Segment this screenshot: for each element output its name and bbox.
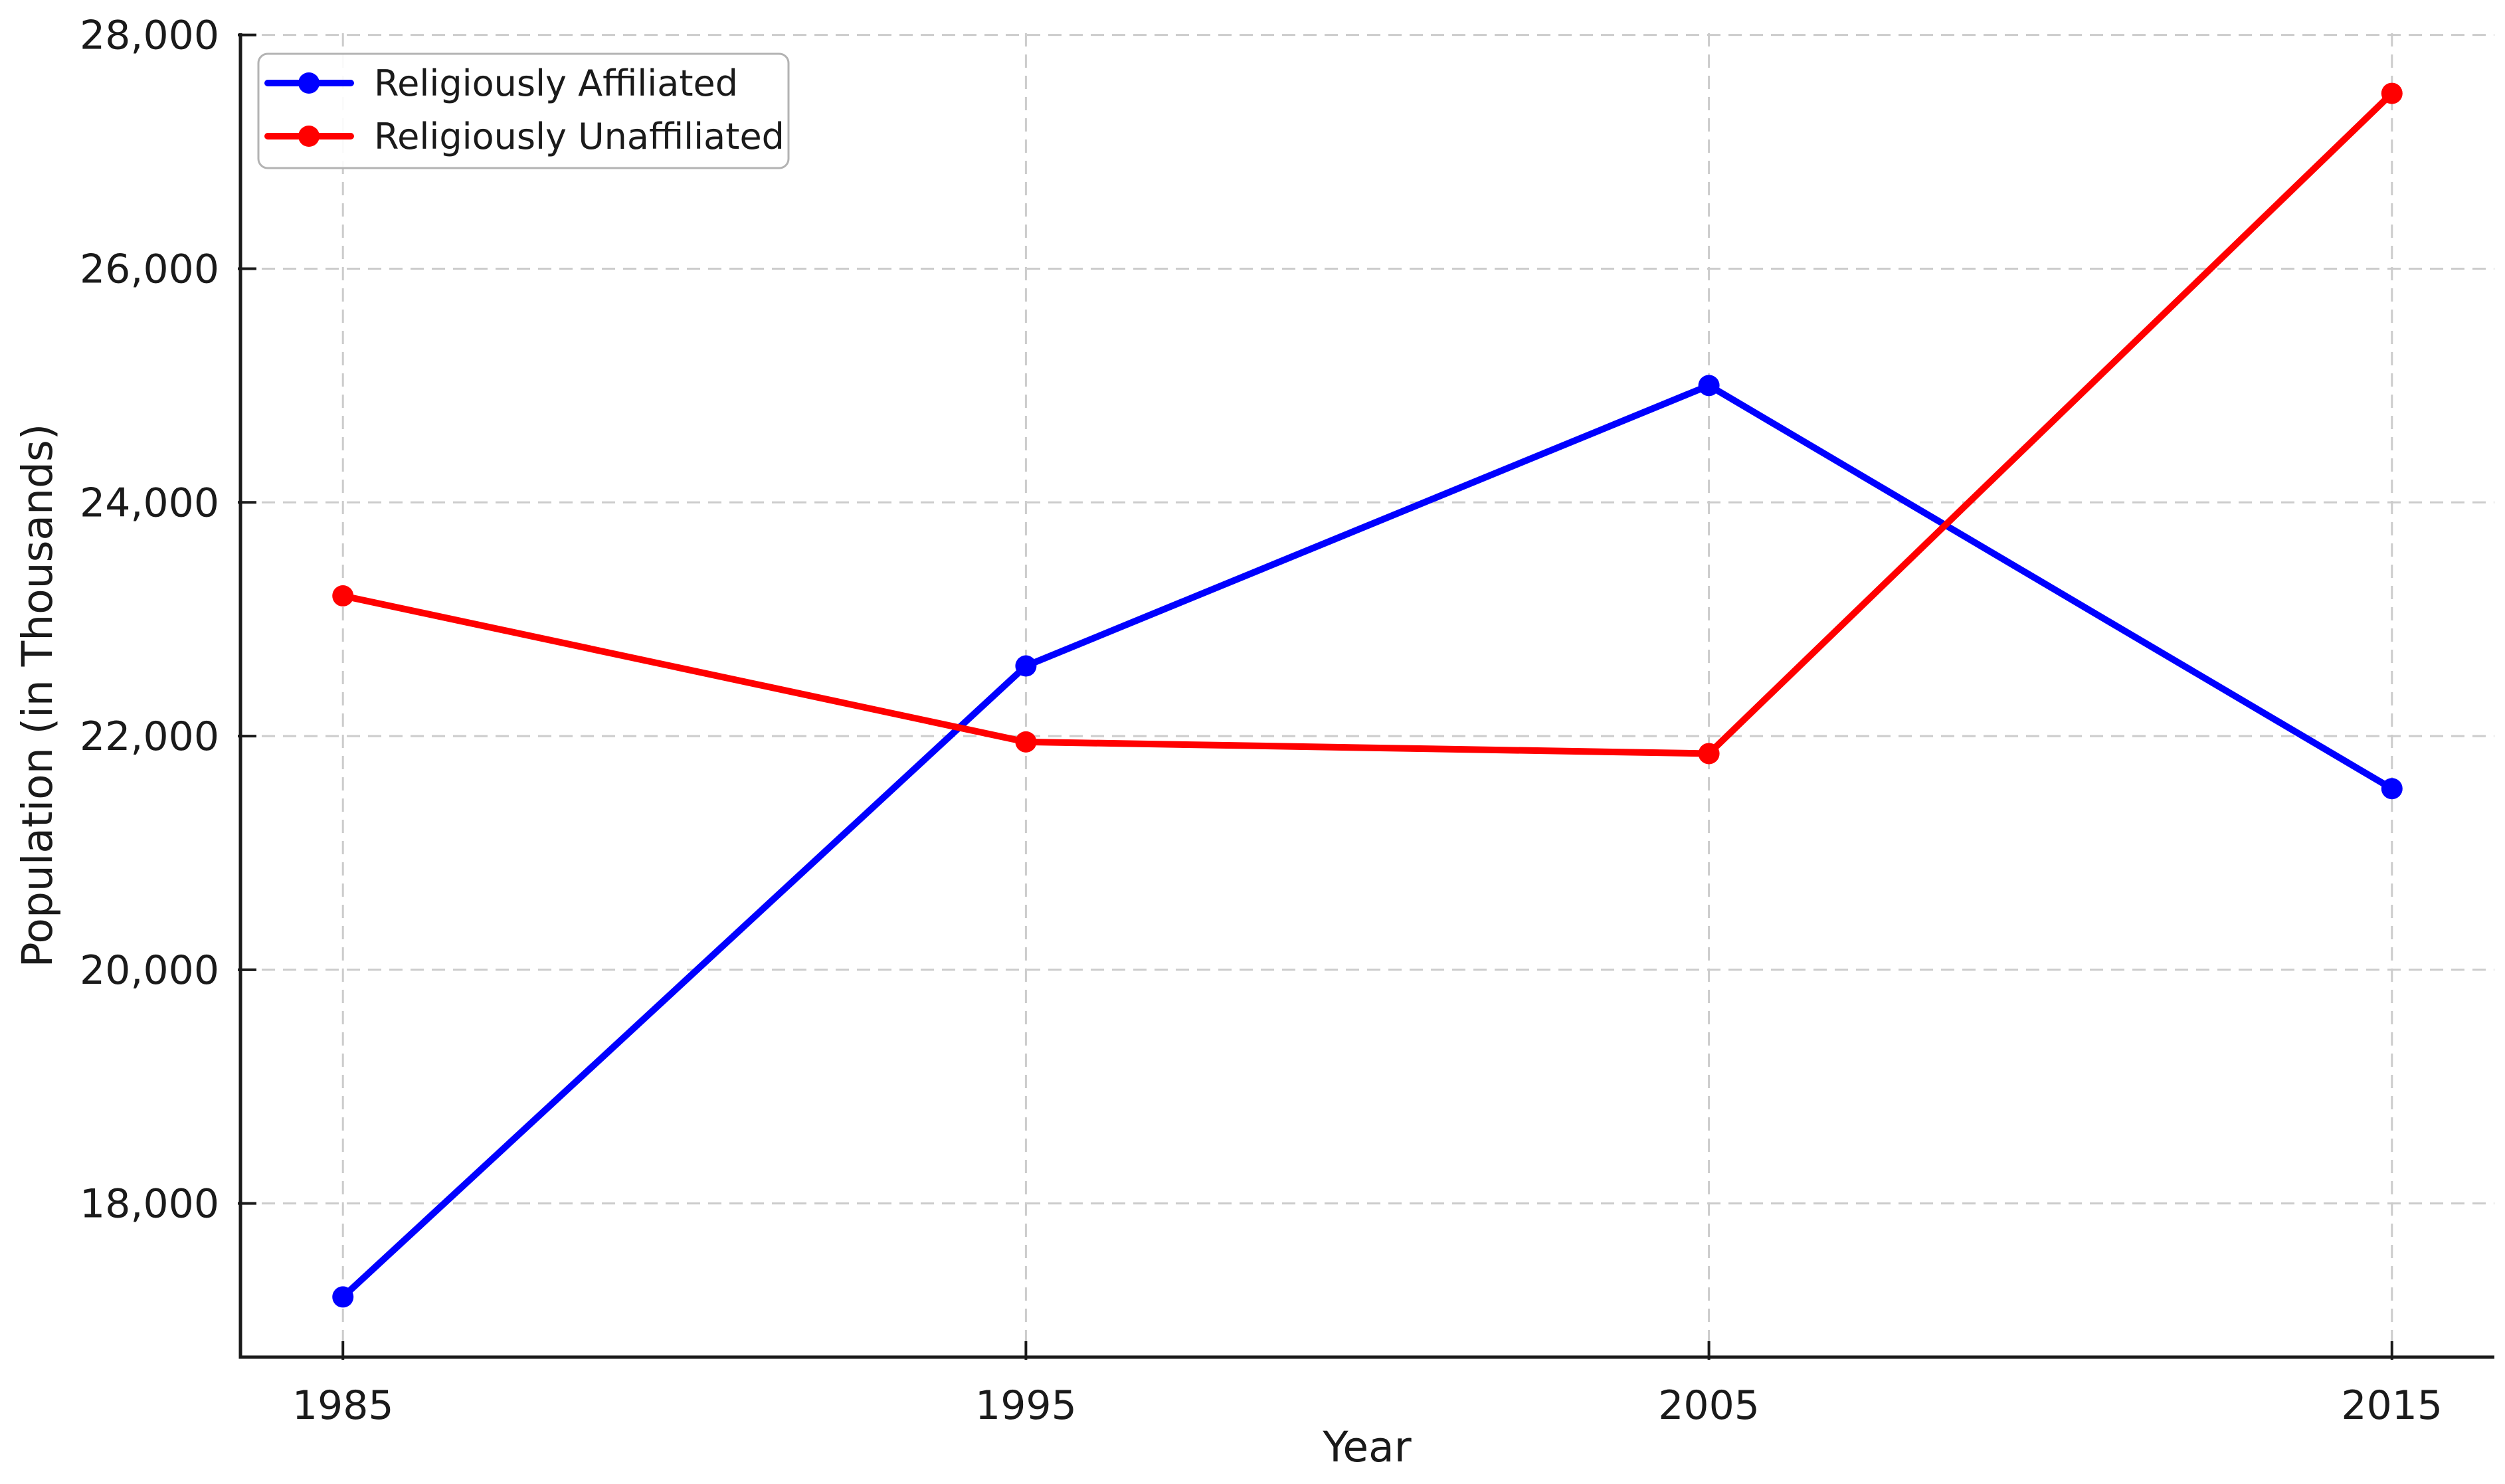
legend: Religiously Affiliated Religiously Unaffi… xyxy=(257,52,790,169)
legend-label-religiously-affiliated: Religiously Affiliated xyxy=(374,62,738,104)
data-point-religiously-unaffiliated-2015 xyxy=(2381,82,2403,104)
ytick-label-24000: 24,000 xyxy=(80,480,219,526)
ytick-label-20000: 20,000 xyxy=(80,947,219,994)
data-point-religiously-unaffiliated-1995 xyxy=(1015,731,1037,753)
data-series xyxy=(332,82,2403,1308)
line-religiously-affiliated xyxy=(339,382,2395,1301)
xtick-label-2005: 2005 xyxy=(1658,1382,1760,1429)
xtick-label-1985: 1985 xyxy=(292,1382,394,1429)
legend-marker-religiously-affiliated xyxy=(298,72,320,94)
data-point-religiously-unaffiliated-1985 xyxy=(332,585,354,606)
line-religiously-unaffiliated xyxy=(339,90,2395,757)
axes xyxy=(238,33,2494,1360)
xtick-label-1995: 1995 xyxy=(975,1382,1077,1429)
x-axis-label: Year xyxy=(1322,1423,1411,1471)
legend-box xyxy=(257,52,790,169)
data-point-religiously-affiliated-2005 xyxy=(1698,375,1720,397)
data-point-religiously-affiliated-1995 xyxy=(1015,655,1037,677)
ytick-label-22000: 22,000 xyxy=(80,713,219,760)
gridlines xyxy=(240,33,2494,1357)
ytick-label-26000: 26,000 xyxy=(80,246,219,292)
data-point-religiously-affiliated-1985 xyxy=(332,1286,354,1308)
legend-label-religiously-unaffiliated: Religiously Unaffiliated xyxy=(374,116,785,157)
data-point-religiously-affiliated-2015 xyxy=(2381,778,2403,800)
xtick-label-2015: 2015 xyxy=(2341,1382,2443,1429)
data-point-religiously-unaffiliated-2005 xyxy=(1698,743,1720,765)
tick-labels: 18,000 20,000 22,000 24,000 26,000 28,000 1985… xyxy=(80,13,2443,1429)
ytick-label-28000: 28,000 xyxy=(80,13,219,59)
y-axis-label: Population (in Thousands) xyxy=(13,424,62,968)
ytick-label-18000: 18,000 xyxy=(80,1181,219,1228)
legend-marker-religiously-unaffiliated xyxy=(298,126,320,147)
